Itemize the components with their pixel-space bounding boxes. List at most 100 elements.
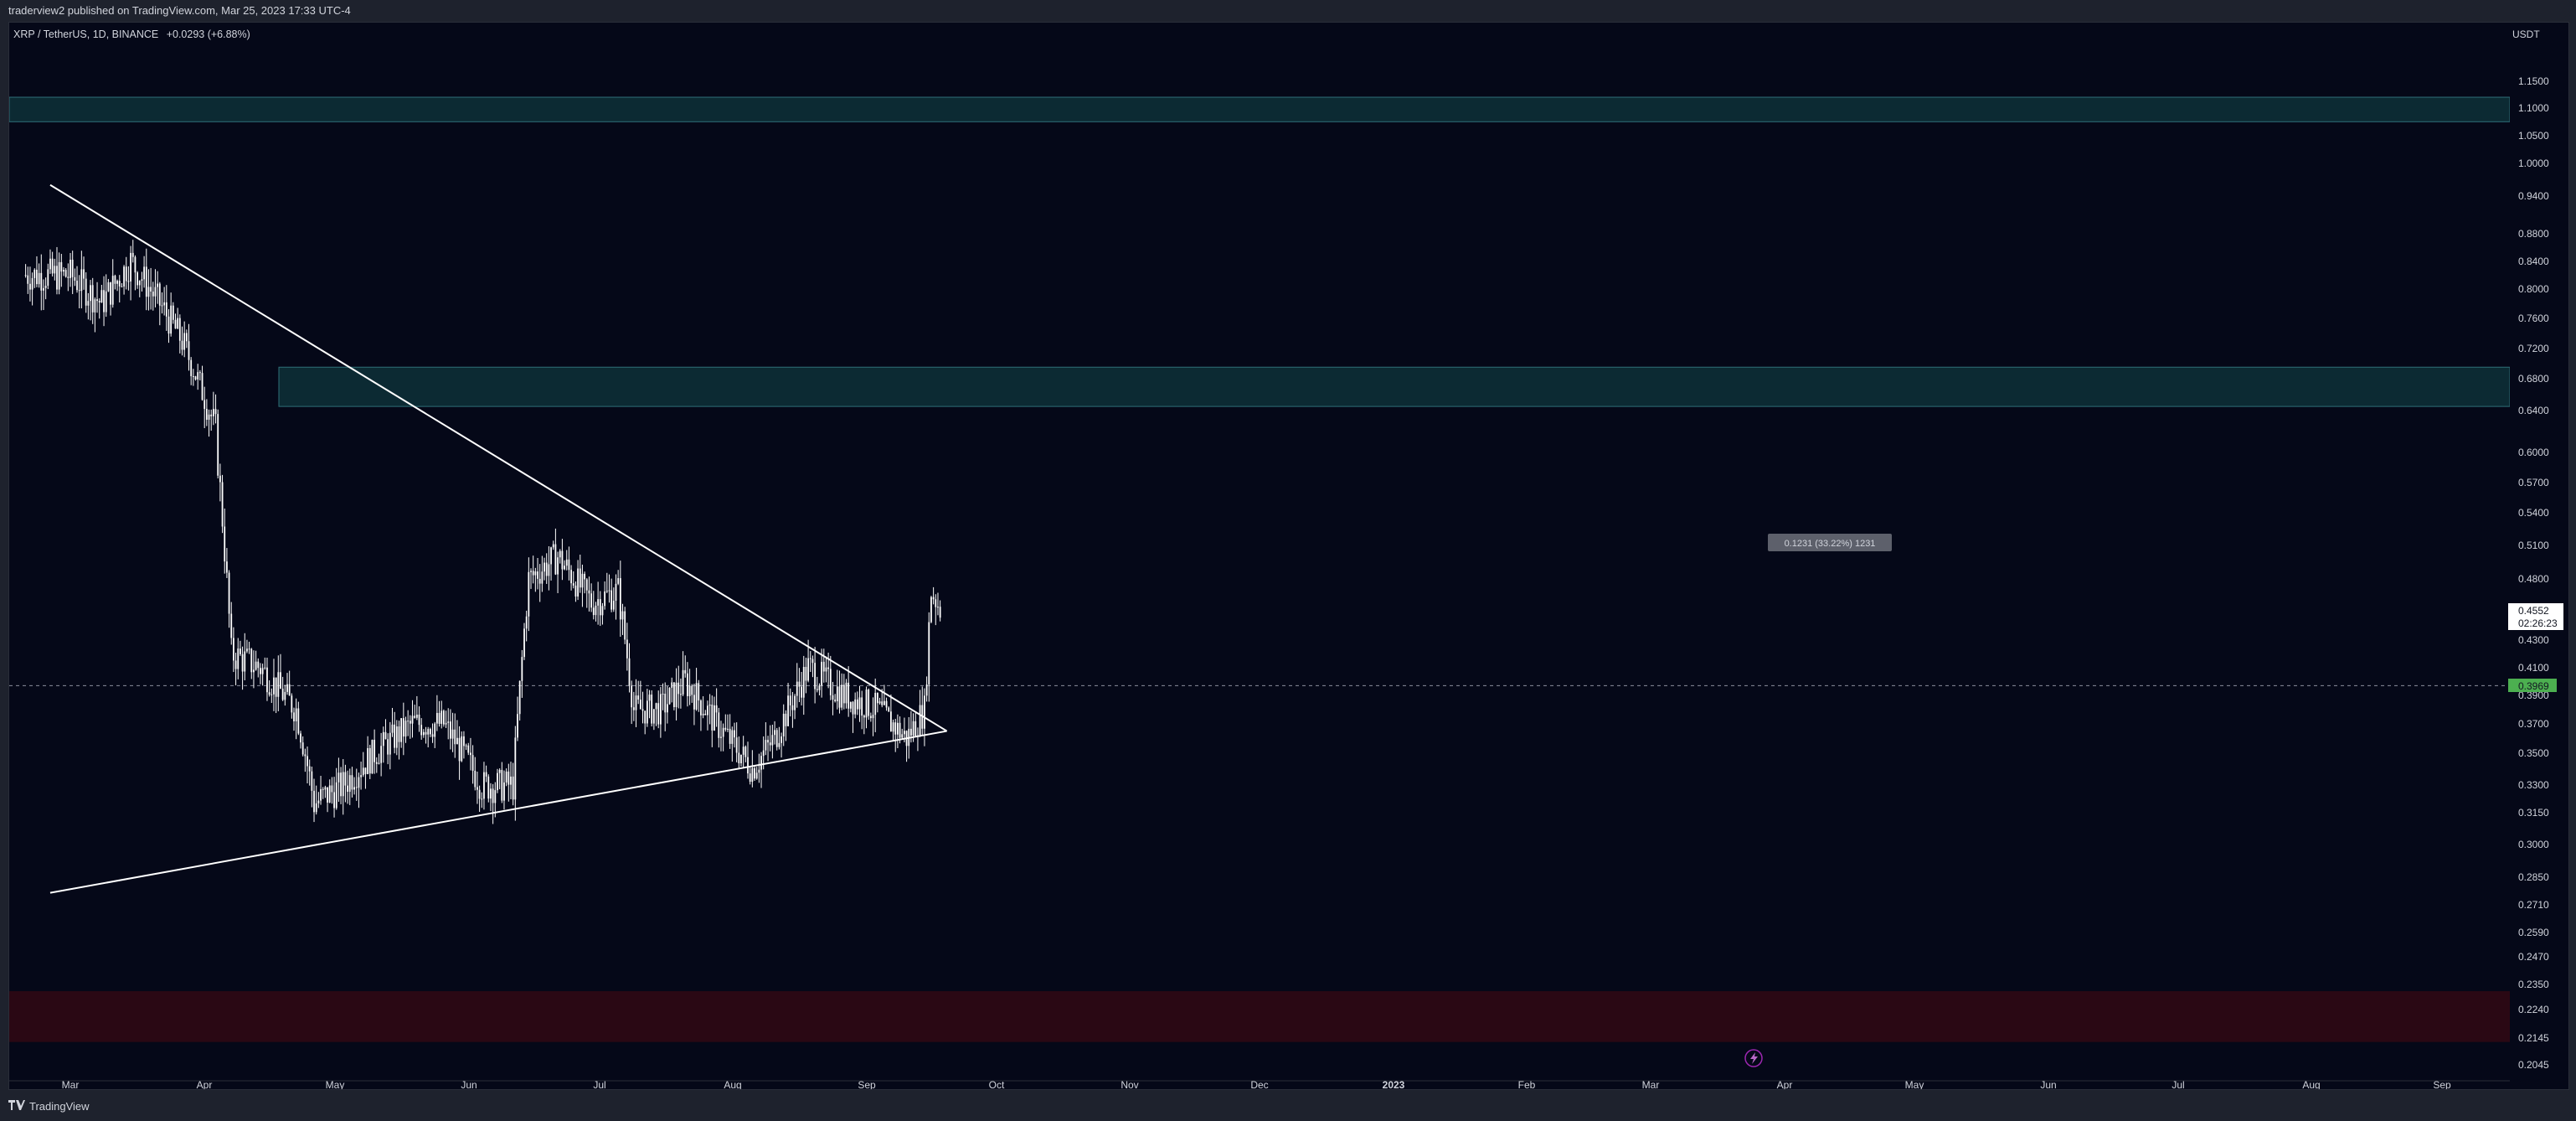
candle <box>31 272 33 306</box>
candle <box>49 249 51 274</box>
candle <box>641 691 644 724</box>
candle <box>548 546 550 591</box>
candle <box>91 277 94 324</box>
candle <box>494 782 497 818</box>
candle <box>497 768 498 793</box>
candle <box>905 730 908 762</box>
price-change: +0.0293 (+6.88%) <box>166 28 250 40</box>
descending-resistance-line[interactable] <box>49 183 948 732</box>
candle <box>454 713 456 758</box>
candle <box>47 263 49 290</box>
candle <box>755 767 758 780</box>
candle <box>44 277 47 300</box>
ascending-support-line[interactable] <box>49 730 947 894</box>
candle <box>477 772 478 804</box>
candle <box>24 264 27 278</box>
candle <box>58 252 60 295</box>
candle <box>829 655 832 700</box>
y-tick-label: 0.7600 <box>2518 313 2549 324</box>
resistance-zone-mid[interactable] <box>278 366 2511 407</box>
candle <box>619 560 621 637</box>
candle <box>832 681 834 715</box>
candle <box>740 754 742 767</box>
y-tick-label: 0.8000 <box>2518 283 2549 295</box>
candle <box>371 739 374 774</box>
candle <box>284 684 286 706</box>
candle <box>702 696 704 719</box>
candle <box>141 271 143 292</box>
candle <box>301 736 304 757</box>
candle <box>105 274 107 318</box>
candle <box>467 742 470 756</box>
support-zone-low[interactable] <box>9 991 2510 1042</box>
y-tick-label: 0.9400 <box>2518 190 2549 202</box>
candle <box>771 724 774 759</box>
candle <box>280 653 281 690</box>
y-tick-label: 0.3000 <box>2518 839 2549 850</box>
candle <box>939 600 941 622</box>
candle <box>588 576 590 612</box>
x-tick-label: Sep <box>858 1079 876 1089</box>
candle <box>64 267 67 278</box>
candle <box>651 690 653 727</box>
candle <box>268 680 270 697</box>
candle <box>127 266 130 291</box>
candle <box>758 753 760 783</box>
candle <box>892 719 894 741</box>
candle <box>671 677 673 703</box>
candle <box>438 700 440 727</box>
candle <box>675 668 677 721</box>
candle <box>241 646 244 690</box>
candle <box>391 707 394 737</box>
candle <box>849 701 852 713</box>
candle <box>722 723 724 752</box>
candle <box>559 549 561 564</box>
candle <box>150 267 152 310</box>
symbol-name[interactable]: XRP / TetherUS, 1D, BINANCE <box>13 28 159 40</box>
tradingview-brand[interactable]: TradingView <box>8 1098 90 1113</box>
candle <box>760 752 762 788</box>
candle <box>344 764 347 803</box>
candle <box>451 712 454 752</box>
candle <box>687 662 688 707</box>
trendlines-layer[interactable] <box>49 183 948 894</box>
zones-layer <box>9 96 2511 1042</box>
candle <box>177 307 179 329</box>
candle <box>635 679 637 727</box>
candle <box>364 767 367 789</box>
candle <box>791 691 794 728</box>
candle <box>601 602 604 625</box>
candle <box>100 284 103 303</box>
price-axis[interactable]: 1.1500 1.1000 1.0500 1.0000 0.9400 0.8800 0.84… <box>2510 23 2568 1089</box>
candle <box>250 648 253 679</box>
candle <box>802 655 805 715</box>
candle <box>811 655 814 678</box>
candle <box>342 759 344 815</box>
candle <box>198 369 201 381</box>
candle <box>845 679 848 709</box>
brand-name: TradingView <box>29 1099 90 1113</box>
chart-canvas[interactable]: 1.1500 1.1000 1.0500 1.0000 0.9400 0.8800 0.84… <box>9 23 2568 1089</box>
symbol-legend[interactable]: XRP / TetherUS, 1D, BINANCE +0.0293 (+6.… <box>13 28 250 40</box>
candle <box>205 399 208 426</box>
candle <box>789 688 791 717</box>
x-tick-label: Oct <box>989 1079 1005 1089</box>
candle <box>400 718 403 748</box>
candle <box>415 695 418 721</box>
measure-label-text: 0.1231 (33.22%) 1231 <box>1785 539 1876 549</box>
candle <box>577 560 579 601</box>
candle <box>734 722 735 748</box>
candle <box>512 762 514 806</box>
x-tick-label: Dec <box>1250 1079 1268 1089</box>
time-axis[interactable]: Mar Apr May Jun Jul Aug Sep Oct Nov Dec 2023 Feb Mar… <box>9 1079 2510 1089</box>
candle <box>407 710 410 736</box>
resistance-zone-high[interactable] <box>9 96 2511 122</box>
lightning-icon[interactable] <box>1744 1049 1763 1067</box>
candle <box>266 657 268 701</box>
candle <box>523 622 525 660</box>
candle <box>214 394 217 424</box>
chart-area[interactable]: 1.1500 1.1000 1.0500 1.0000 0.9400 0.8800 0.84… <box>8 22 2569 1090</box>
candle <box>353 777 355 795</box>
candle <box>43 279 44 311</box>
candle <box>483 762 485 810</box>
